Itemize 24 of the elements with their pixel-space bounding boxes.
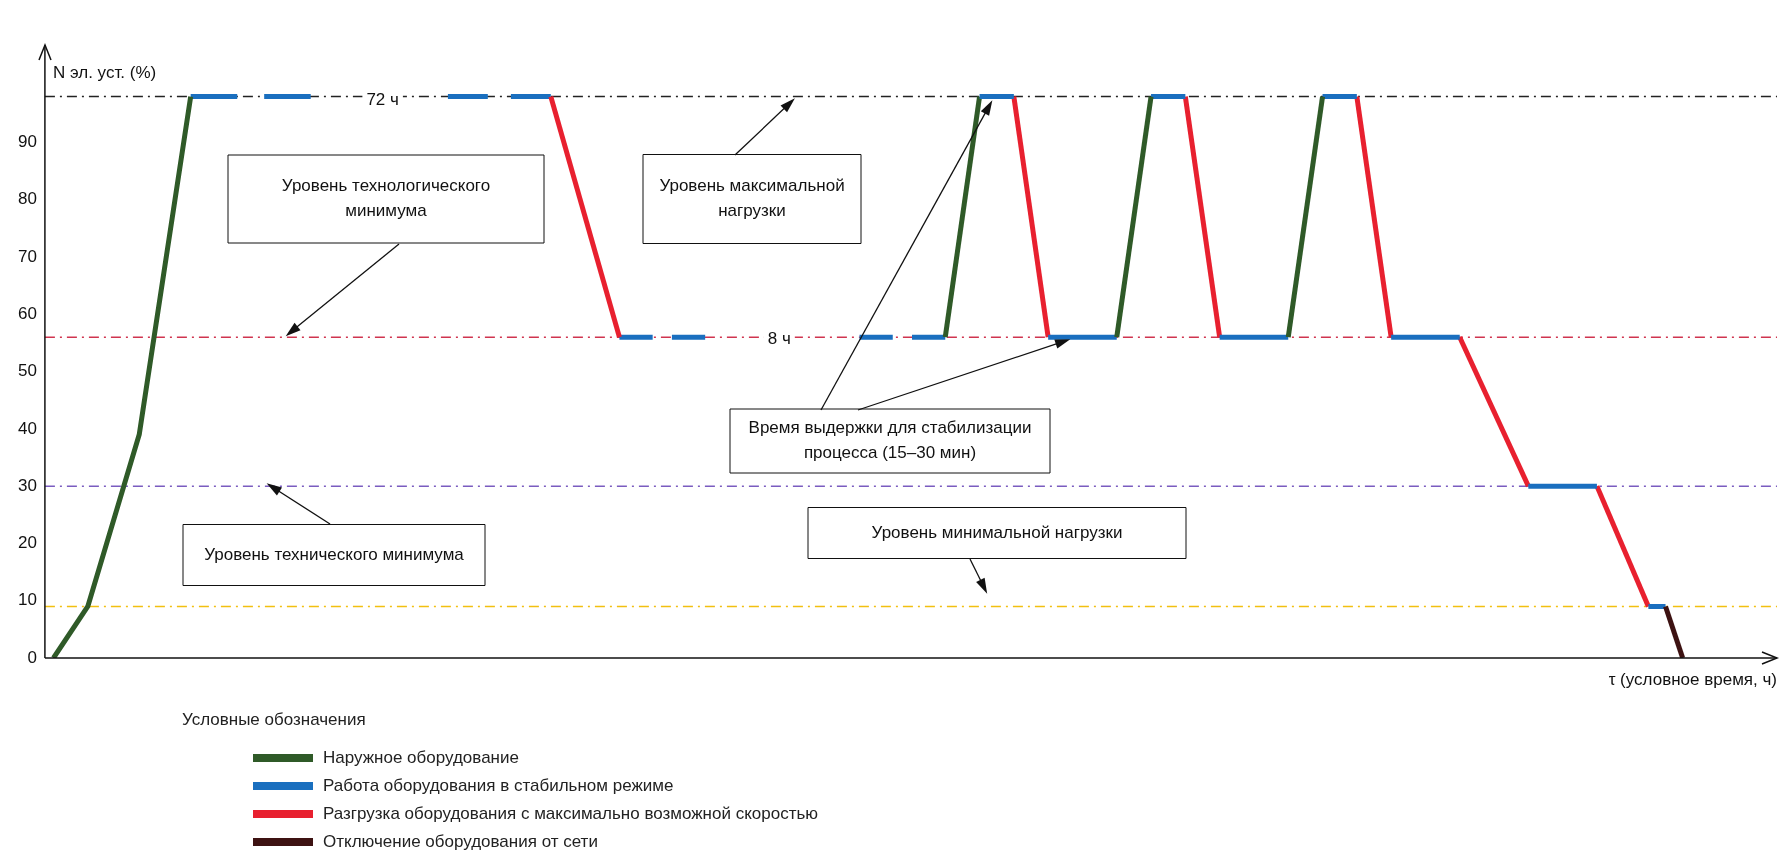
annotation: Уровень технического минимума [204,544,465,564]
y-tick-label: 60 [17,303,37,323]
legend-label: Разгрузка оборудования с максимально возможной скоростью [323,804,819,824]
annotation: Время выдержки для стабилизации процесса (15–30 мин) [748,418,1032,463]
legend-title: Условные обозначения [182,710,367,730]
y-tick-label: 10 [17,590,37,610]
annotation: 72 ч [366,90,399,110]
legend-label: Наружное оборудование [323,748,519,768]
legend-label: Работа оборудования в стабильном режиме [323,776,674,796]
y-tick-label: 30 [17,475,37,495]
x-axis-title: τ (условное время, ч) [1608,669,1777,689]
annotation: 8 ч [767,329,791,349]
y-tick-label: 80 [17,189,37,209]
y-tick-label: 50 [17,361,37,381]
y-axis-title: N эл. уст. (%) [52,62,157,82]
y-tick-label: 70 [17,246,37,266]
annotation: Уровень технологического минимума [281,176,491,221]
annotation: Уровень максимальной нагрузки [659,176,845,221]
y-tick-label: 0 [27,647,37,667]
y-tick-label: 20 [17,533,37,553]
y-tick-label: 90 [17,132,37,152]
legend-label: Отключение оборудования от сети [323,832,598,852]
annotation: Уровень минимальной нагрузки [871,522,1123,542]
y-tick-label: 40 [17,418,37,438]
